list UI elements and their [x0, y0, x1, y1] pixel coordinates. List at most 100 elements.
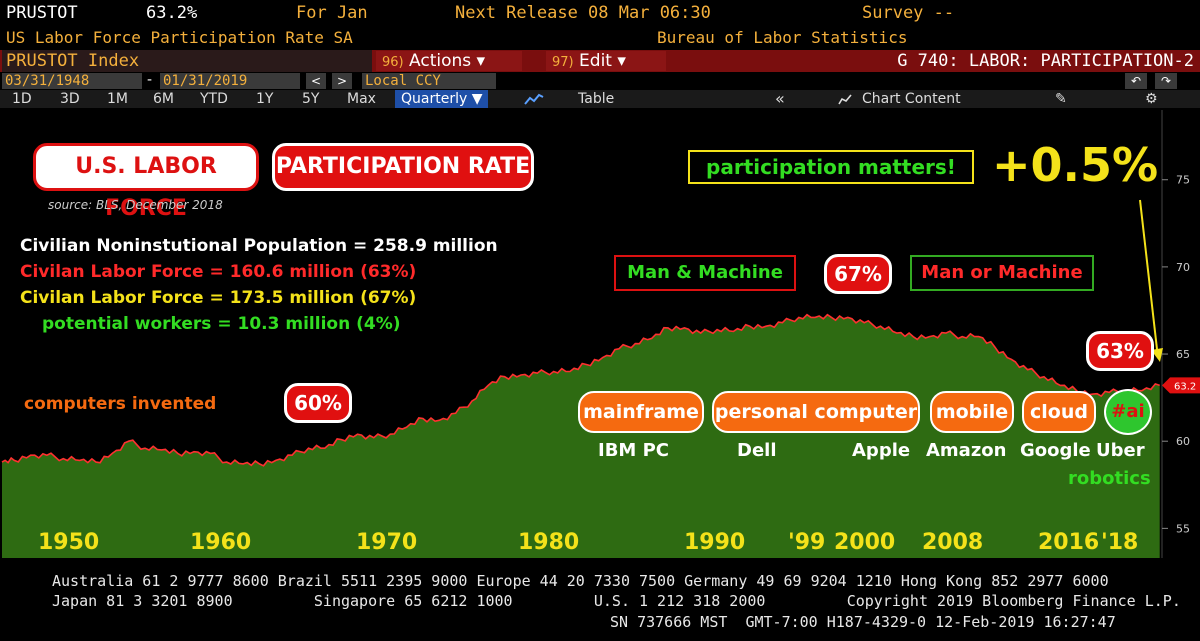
survey: Survey -- [862, 3, 955, 23]
prev-period-button[interactable]: < [306, 73, 326, 89]
last-value-label: 63.2 [1174, 381, 1196, 392]
index-toolbar: PRUSTOT Index 96) Actions ▾ 97) Edit ▾ G… [0, 50, 1200, 72]
company-uber: Uber [1096, 440, 1145, 461]
currency-select[interactable]: Local CCY [362, 73, 496, 89]
range-1d[interactable]: 1D [12, 91, 32, 107]
line-chart-icon[interactable] [522, 90, 546, 108]
stat-line-population: Civilian Noninstutional Population = 258… [20, 236, 498, 256]
series-description: US Labor Force Participation Rate SA [6, 28, 353, 47]
range-1m[interactable]: 1M [107, 91, 128, 107]
year-label-1990: 1990 [684, 530, 746, 555]
company-google: Google [1020, 440, 1091, 461]
participation-matters-label: participation matters! [688, 150, 974, 184]
chart-template-title: G 740: LABOR: PARTICIPATION-2 [897, 51, 1194, 71]
frequency-select[interactable]: Quarterly ▼ [395, 90, 489, 108]
description-header: US Labor Force Participation Rate SA Bur… [0, 26, 1200, 50]
year-label-1970: 1970 [356, 530, 418, 555]
man-and-machine-label: Man & Machine [614, 255, 796, 291]
range-5y[interactable]: 5Y [302, 91, 320, 107]
company-ibm-pc: IBM PC [598, 440, 669, 461]
era-cloud: cloud [1022, 391, 1096, 433]
title-pill-2: PARTICIPATION RATE [272, 143, 534, 191]
next-release: Next Release 08 Mar 06:30 [455, 3, 711, 23]
mark-60-badge: 60% [284, 383, 352, 423]
source-note: source: BLS, December 2018 [48, 198, 223, 212]
for-period: For Jan [296, 3, 368, 23]
year-label-1980: 1980 [518, 530, 580, 555]
y-tick-label: 65 [1176, 348, 1190, 361]
company-dell: Dell [737, 440, 777, 461]
range-6m[interactable]: 6M [153, 91, 174, 107]
year-label-99: '99 [788, 530, 826, 555]
collapse-icon[interactable]: « [775, 89, 785, 108]
year-label-1960: 1960 [190, 530, 252, 555]
stat-line-potential-workers: potential workers = 10.3 million (4%) [42, 314, 401, 334]
index-name: PRUSTOT Index [2, 50, 372, 72]
date-range-bar: 03/31/1948 - 01/31/2019 < > Local CCY ↶ … [0, 72, 1200, 90]
table-button[interactable]: Table [578, 91, 615, 107]
y-tick-label: 55 [1176, 522, 1190, 535]
last-value-marker [1162, 377, 1200, 394]
year-label-1950: 1950 [38, 530, 100, 555]
last-value-tag: 63.2 [1162, 377, 1200, 394]
range-1y[interactable]: 1Y [256, 91, 274, 107]
era-personal-computer: personal computer [712, 391, 920, 433]
ticker: PRUSTOT [6, 3, 78, 23]
date-separator: - [147, 72, 153, 88]
plus-change-label: +0.5% [992, 138, 1159, 192]
actions-number: 96) [382, 55, 404, 70]
era-ai: #ai [1104, 389, 1152, 435]
peak-67-badge: 67% [824, 254, 892, 294]
participation-chart: 55 60 65 70 75 63.2 [1, 110, 1200, 558]
edit-label: Edit ▾ [579, 51, 626, 71]
footer-line-2: Japan 81 3 3201 8900 Singapore 65 6212 1… [52, 592, 1181, 610]
chart-panel: 55 60 65 70 75 63.2 U.S. LABOR FORCE PARTICI… [0, 110, 1200, 568]
annotation-arrow-line [1139, 199, 1159, 359]
robotics-label: robotics [1068, 468, 1151, 489]
chart-content-icon[interactable] [838, 90, 852, 108]
range-toolbar: 1D 3D 1M 6M YTD 1Y 5Y Max Quarterly ▼ Ta… [0, 90, 1200, 108]
annotation-arrow-head [1151, 348, 1163, 362]
era-mobile: mobile [930, 391, 1014, 433]
edit-number: 97) [552, 55, 574, 70]
stat-line-labor-force-63: Civilan Labor Force = 160.6 million (63%… [20, 262, 417, 282]
edit-icon[interactable]: ✎ [1055, 91, 1067, 107]
current-value: 63.2% [146, 3, 198, 23]
range-3d[interactable]: 3D [60, 91, 80, 107]
footer-line-1: Australia 61 2 9777 8600 Brazil 5511 239… [52, 572, 1109, 590]
data-source: Bureau of Labor Statistics [657, 28, 908, 47]
end-date-field[interactable]: 01/31/2019 [160, 73, 300, 89]
company-apple: Apple [852, 440, 911, 461]
actions-label: Actions ▾ [409, 51, 486, 71]
start-date-field[interactable]: 03/31/1948 [2, 73, 142, 89]
redo-icon[interactable]: ↷ [1155, 73, 1177, 89]
era-mainframe: mainframe [578, 391, 704, 433]
chart-content-button[interactable]: Chart Content [862, 91, 961, 107]
footer-line-3: SN 737666 MST GMT-7:00 H187-4329-0 12-Fe… [610, 613, 1116, 631]
y-tick-label: 60 [1176, 435, 1190, 448]
year-label-18: '18 [1101, 530, 1139, 555]
current-63-badge: 63% [1086, 331, 1154, 371]
computers-invented-label: computers invented [24, 394, 217, 414]
y-axis-ticks: 55 60 65 70 75 [1162, 174, 1190, 535]
stat-line-labor-force-67: Civilan Labor Force = 173.5 million (67%… [20, 288, 417, 308]
man-or-machine-label: Man or Machine [910, 255, 1094, 291]
year-label-2016: 2016 [1038, 530, 1100, 555]
range-ytd[interactable]: YTD [200, 91, 228, 107]
y-tick-label: 70 [1176, 261, 1190, 274]
security-header: PRUSTOT 63.2% For Jan Next Release 08 Ma… [0, 0, 1200, 26]
next-period-button[interactable]: > [332, 73, 352, 89]
series-line [1, 313, 1160, 467]
title-pill-1: U.S. LABOR FORCE [33, 143, 259, 221]
y-tick-label: 75 [1176, 174, 1190, 187]
year-label-2008: 2008 [922, 530, 984, 555]
undo-icon[interactable]: ↶ [1125, 73, 1147, 89]
footer: Australia 61 2 9777 8600 Brazil 5511 239… [0, 558, 1200, 641]
settings-icon[interactable]: ⚙ [1145, 91, 1158, 107]
range-max[interactable]: Max [347, 91, 376, 107]
year-label-2000: 2000 [834, 530, 896, 555]
area-fill [2, 314, 1160, 558]
actions-menu[interactable]: 96) Actions ▾ [376, 51, 522, 71]
company-amazon: Amazon [926, 440, 1007, 461]
edit-menu[interactable]: 97) Edit ▾ [546, 51, 666, 71]
